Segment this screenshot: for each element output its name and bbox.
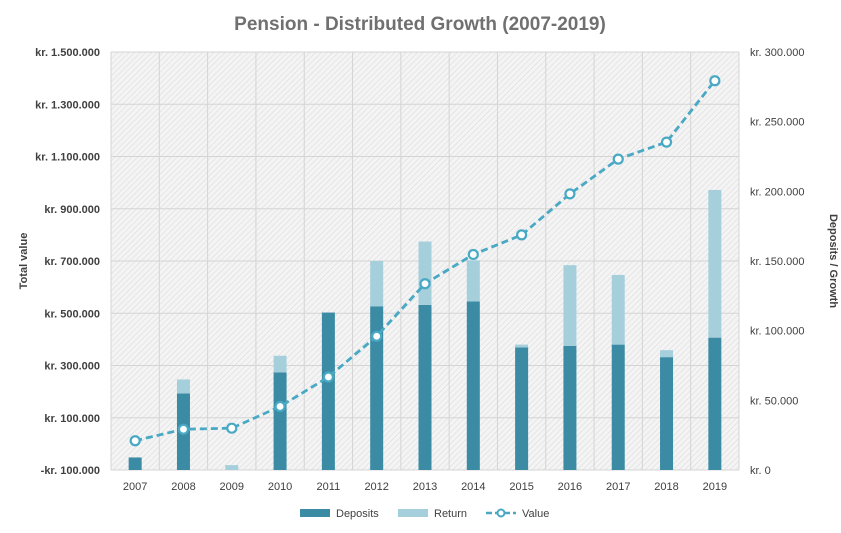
legend-swatch-value-marker [496, 508, 506, 518]
chart-title: Pension - Distributed Growth (2007-2019) [234, 14, 606, 35]
axes: -kr. 100.000 kr. 100.000 kr. 300.000 kr. 50… [35, 47, 804, 493]
value-point[interactable] [660, 136, 673, 148]
right-tick-label: kr. 100.000 [750, 326, 804, 338]
bars [128, 189, 722, 470]
bar-return[interactable] [176, 379, 190, 394]
value-point[interactable] [226, 422, 238, 434]
bar-deposits[interactable] [708, 337, 722, 470]
bar-deposits[interactable] [611, 344, 625, 470]
x-tick-label: 2015 [509, 481, 533, 493]
x-tick-label: 2013 [413, 481, 437, 493]
bar-deposits[interactable] [321, 312, 335, 470]
x-tick-label: 2017 [606, 481, 630, 493]
legend-label-deposits: Deposits [336, 508, 379, 520]
bar-deposits[interactable] [128, 457, 142, 470]
left-tick-label: kr. 500.000 [44, 308, 100, 320]
right-tick-label: kr. 150.000 [750, 256, 804, 268]
left-tick-label: kr. 300.000 [44, 361, 100, 373]
left-axis-title: Total value [18, 233, 30, 290]
x-tick-label: 2019 [703, 481, 727, 493]
legend-item-deposits[interactable]: Deposits [300, 508, 379, 520]
left-tick-label: -kr. 100.000 [41, 465, 100, 477]
bar-deposits[interactable] [370, 306, 384, 470]
bar-return[interactable] [660, 350, 674, 358]
left-tick-label: kr. 100.000 [44, 413, 100, 425]
bar-deposits[interactable] [273, 372, 287, 470]
value-point[interactable] [467, 248, 479, 261]
right-tick-label: kr. 250.000 [750, 117, 804, 129]
legend: Deposits Return Value [300, 508, 549, 520]
right-tick-label: kr. 50.000 [750, 395, 798, 407]
value-point[interactable] [612, 153, 624, 165]
x-tick-label: 2011 [317, 481, 341, 493]
bar-deposits[interactable] [660, 357, 674, 470]
right-tick-label: kr. 300.000 [750, 47, 804, 59]
legend-label-value: Value [522, 508, 549, 520]
value-point[interactable] [129, 435, 141, 447]
right-axis-title: Deposits / Growth [827, 214, 839, 308]
bar-deposits[interactable] [515, 347, 529, 470]
value-point[interactable] [419, 278, 431, 290]
bar-deposits[interactable] [563, 345, 577, 470]
right-tick-label: kr. 0 [750, 465, 771, 477]
value-point[interactable] [322, 371, 334, 383]
left-tick-label: kr. 900.000 [44, 204, 100, 216]
value-point[interactable] [709, 75, 721, 87]
left-tick-label: kr. 1.300.000 [35, 99, 100, 111]
right-tick-label: kr. 200.000 [750, 186, 804, 198]
bar-return[interactable] [225, 465, 239, 470]
bar-return[interactable] [273, 355, 287, 373]
legend-swatch-return [398, 509, 428, 517]
value-point[interactable] [516, 229, 528, 241]
x-tick-label: 2012 [364, 481, 388, 493]
value-line [129, 75, 721, 447]
x-tick-label: 2016 [558, 481, 582, 493]
value-point[interactable] [177, 423, 190, 435]
bar-return[interactable] [418, 241, 432, 305]
left-tick-label: kr. 700.000 [44, 256, 100, 268]
x-tick-label: 2008 [171, 481, 195, 493]
x-tick-label: 2007 [123, 481, 147, 493]
legend-label-return: Return [434, 508, 467, 520]
legend-swatch-deposits [300, 509, 330, 517]
x-tick-label: 2014 [461, 481, 485, 493]
bar-deposits[interactable] [418, 304, 432, 470]
legend-item-return[interactable]: Return [398, 508, 467, 520]
gridlines [110, 51, 740, 471]
bar-return[interactable] [515, 344, 529, 348]
bar-return[interactable] [563, 265, 577, 346]
x-tick-label: 2009 [220, 481, 244, 493]
left-tick-label: kr. 1.100.000 [35, 152, 100, 164]
bar-deposits[interactable] [466, 301, 480, 470]
value-point[interactable] [274, 400, 286, 413]
legend-item-value[interactable]: Value [486, 508, 549, 520]
bar-return[interactable] [708, 189, 722, 338]
value-point[interactable] [371, 330, 383, 342]
bar-return[interactable] [466, 260, 480, 302]
bar-return[interactable] [611, 274, 625, 345]
x-tick-label: 2018 [654, 481, 678, 493]
left-tick-label: kr. 1.500.000 [35, 47, 100, 59]
value-point[interactable] [564, 188, 576, 200]
x-tick-label: 2010 [268, 481, 292, 493]
bar-return[interactable] [370, 261, 384, 307]
